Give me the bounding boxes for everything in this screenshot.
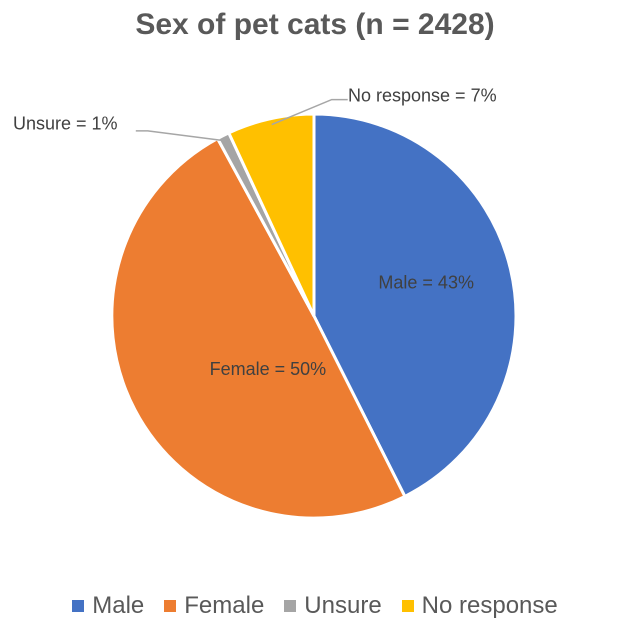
chart-legend: Male Female Unsure No response	[0, 592, 630, 620]
pie-slice-female	[110, 137, 407, 520]
data-label-male: Male = 43%	[378, 272, 474, 292]
pie-slice-male	[312, 112, 518, 498]
legend-swatch	[284, 600, 297, 612]
leader-line-no-response	[271, 98, 348, 126]
legend-item-female: Female	[164, 592, 264, 620]
legend-swatch	[72, 600, 85, 612]
legend-item-no-response: No response	[401, 592, 558, 620]
data-label-female: Female = 50%	[210, 359, 327, 379]
legend-label: No response	[421, 592, 558, 619]
legend-label: Unsure	[304, 592, 382, 619]
legend-swatch	[401, 600, 414, 612]
legend-item-unsure: Unsure	[284, 592, 382, 620]
chart-title: Sex of pet cats (n = 2428)	[135, 8, 495, 41]
leader-line-unsure	[135, 130, 226, 142]
data-label-no-response: No response = 7%	[348, 85, 497, 105]
legend-swatch	[164, 600, 177, 612]
legend-label: Male	[92, 592, 145, 619]
legend-label: Female	[184, 592, 265, 619]
data-label-unsure: Unsure = 1%	[13, 114, 118, 134]
pie-slice-no-response	[227, 112, 316, 318]
legend-item-male: Male	[72, 592, 144, 620]
